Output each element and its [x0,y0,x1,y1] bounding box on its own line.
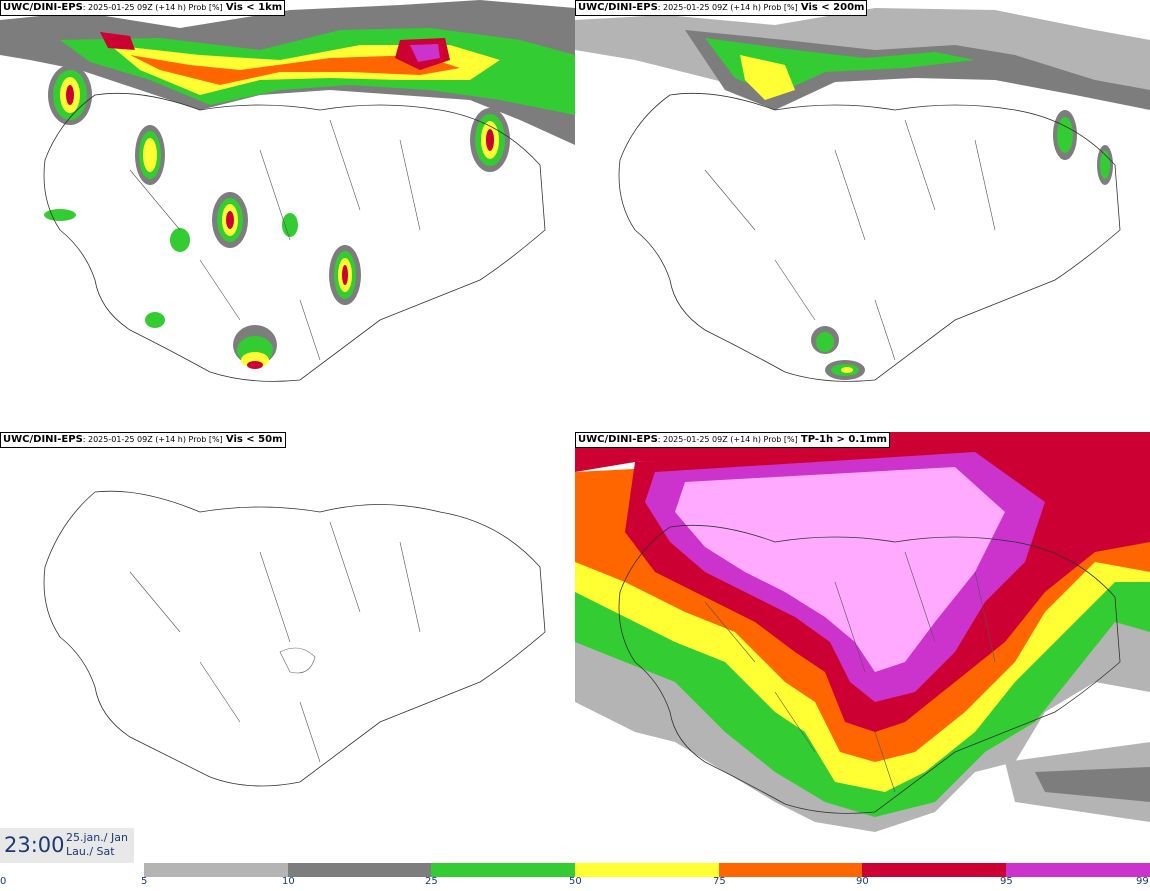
valid-date: 25.jan./ Jan Lau./ Sat [66,831,128,859]
valid-time: 23:00 [4,833,65,857]
legend-bar-5-10 [144,863,288,877]
valid-date-line1: 25.jan./ Jan [66,831,128,844]
legend-tick-50: 50 [569,876,582,887]
legend-bar-10-25 [288,863,431,877]
legend-bar-95-99 [1006,863,1150,877]
map-vis-200m [575,8,1150,382]
legend-bar-90-95 [862,863,1006,877]
map-vis-1km [0,0,575,382]
legend-tick-5: 5 [141,876,148,887]
legend-tick-95: 95 [1000,876,1013,887]
legend-tick-25: 25 [425,876,438,887]
legend-bar-0-5 [0,863,144,877]
legend-tick-99: 99 [1136,876,1149,887]
panel-title: UWC/DINI-EPS: 2025-01-25 09Z (+14 h) Pro… [575,432,890,448]
map-panel-tp-1h: UWC/DINI-EPS: 2025-01-25 09Z (+14 h) Pro… [575,432,1150,863]
legend-tick-0: 0 [0,876,7,887]
panel-title: UWC/DINI-EPS: 2025-01-25 09Z (+14 h) Pro… [0,0,286,16]
legend-bar-50-75 [575,863,719,877]
valid-time-box: 23:00 25.jan./ Jan Lau./ Sat [0,828,134,863]
map-panel-vis-50m: UWC/DINI-EPS: 2025-01-25 09Z (+14 h) Pro… [0,432,575,863]
map-vis-50m [43,490,546,787]
map-tp-1h [575,432,1150,863]
map-panel-vis-200m: UWC/DINI-EPS: 2025-01-25 09Z (+14 h) Pro… [575,0,1150,431]
legend-tick-90: 90 [856,876,869,887]
color-legend: 0 5 10 25 50 75 90 95 99 [0,863,1150,891]
panel-title: UWC/DINI-EPS: 2025-01-25 09Z (+14 h) Pro… [575,0,868,16]
legend-tick-75: 75 [713,876,726,887]
map-panel-vis-1km: UWC/DINI-EPS: 2025-01-25 09Z (+14 h) Pro… [0,0,575,431]
valid-date-line2: Lau./ Sat [66,845,115,858]
legend-bar-25-50 [431,863,575,877]
legend-bar-75-90 [719,863,862,877]
legend-tick-10: 10 [282,876,295,887]
panel-title: UWC/DINI-EPS: 2025-01-25 09Z (+14 h) Pro… [0,432,286,448]
